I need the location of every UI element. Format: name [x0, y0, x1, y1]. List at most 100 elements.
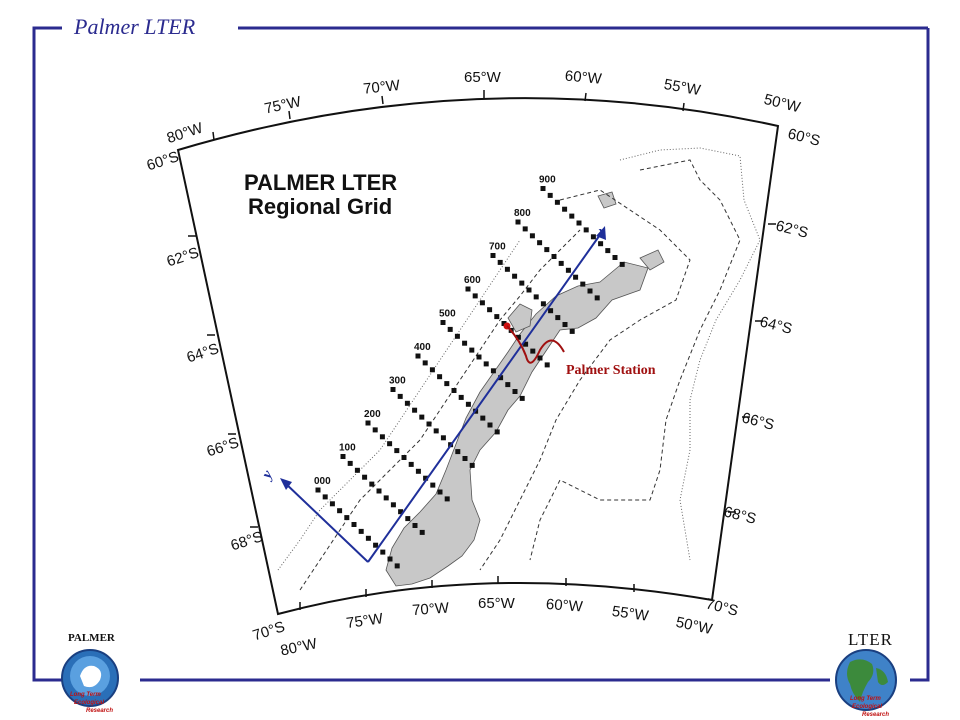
grid-station: [483, 361, 489, 367]
grid-station: [487, 307, 493, 313]
palmer-logo: Long Term Ecological Research: [61, 649, 119, 714]
lat-label-left: 62°S: [165, 244, 201, 270]
grid-station: [387, 556, 393, 562]
grid-station: [379, 434, 385, 440]
lon-label-top: 65°W: [464, 69, 502, 86]
lat-label-left: 68°S: [229, 528, 265, 554]
grid-station: [380, 549, 386, 555]
lat-label-left: 70°S: [251, 618, 287, 644]
palmer-station-label: Palmer Station: [566, 363, 656, 378]
grid-station: [583, 227, 589, 233]
lon-label-bottom: 75°W: [345, 610, 385, 632]
grid-station: [573, 274, 579, 280]
grid-station: [594, 295, 600, 301]
grid-station: [501, 321, 507, 326]
grid-station: [487, 422, 493, 428]
y-axis-line: [283, 481, 369, 563]
grid-station: [451, 388, 457, 393]
palmer-logo-text-2: Ecological: [74, 700, 104, 706]
grid-station: [458, 394, 464, 400]
lon-label-bottom: 65°W: [478, 595, 516, 612]
grid-station: [558, 260, 564, 266]
grid-station: [533, 294, 539, 300]
grid-station: [580, 281, 586, 287]
grid-station: [465, 401, 471, 407]
grid-line-label: 400: [414, 342, 431, 353]
lter-logo-text-2: Ecological: [852, 704, 882, 710]
grid-station: [462, 456, 468, 461]
lon-label-top: 60°W: [564, 68, 603, 88]
grid-station: [394, 448, 400, 454]
grid-station: [440, 320, 446, 325]
grid-station: [555, 315, 561, 321]
grid-station: [540, 186, 546, 191]
lon-label-bottom: 80°W: [279, 635, 319, 659]
grid-station: [398, 509, 404, 515]
grid-station: [437, 374, 443, 380]
grid-station: [497, 259, 503, 265]
grid-station: [315, 487, 321, 493]
grid-station: [408, 461, 414, 467]
grid-station: [365, 535, 371, 541]
island-land: [597, 191, 617, 209]
grid-station: [390, 502, 396, 508]
grid-station: [401, 455, 407, 460]
grid-station: [423, 475, 429, 481]
page-title: Palmer LTER: [74, 14, 196, 39]
grid-station: [551, 254, 557, 259]
palmer-logo-text-3: Research: [86, 708, 113, 714]
grid-station: [562, 322, 568, 327]
grid-station: [515, 219, 521, 225]
grid-station: [576, 220, 582, 226]
lat-label-right: 70°S: [704, 595, 740, 619]
grid-station: [340, 454, 346, 459]
grid-station: [469, 462, 475, 468]
grid-station: [537, 240, 543, 246]
x-axis-label: x: [597, 224, 606, 240]
grid-station: [494, 429, 500, 435]
grid-station: [537, 355, 543, 361]
lter-logo-text-3: Research: [862, 712, 889, 718]
grid-line-label: 600: [464, 275, 481, 286]
grid-station: [372, 427, 378, 433]
grid-station: [494, 314, 500, 320]
grid-station: [544, 247, 550, 253]
lon-label-bottom: 50°W: [674, 614, 714, 638]
lon-label-bottom: 60°W: [545, 596, 584, 616]
grid-station: [515, 334, 521, 340]
grid-station: [519, 395, 525, 401]
grid-station: [351, 522, 357, 527]
grid-station: [394, 563, 400, 569]
grid-station: [490, 368, 496, 374]
grid-station: [390, 387, 396, 392]
grid-station: [429, 367, 435, 373]
grid-station: [526, 287, 532, 293]
grid-station: [512, 273, 518, 279]
lat-label-right: 64°S: [758, 313, 794, 337]
grid-line-label: 700: [489, 242, 506, 253]
grid-station: [337, 508, 343, 514]
grid-station: [440, 435, 446, 441]
grid-station: [344, 515, 350, 521]
grid-station: [373, 542, 379, 548]
grid-station: [358, 528, 364, 534]
grid-station: [505, 382, 511, 388]
grid-station: [419, 414, 425, 420]
grid-station: [376, 488, 382, 494]
grid-line-label: 800: [514, 208, 531, 219]
grid-station: [519, 280, 525, 286]
y-axis-arrowhead: [280, 478, 292, 490]
grid-station: [523, 341, 529, 347]
grid-station: [354, 467, 360, 473]
lat-label-right: 68°S: [722, 503, 758, 527]
lat-label-left: 64°S: [185, 340, 221, 366]
grid-station: [365, 420, 371, 426]
grid-station: [415, 468, 421, 474]
grid-line-label: 900: [539, 175, 556, 186]
grid-station: [562, 206, 568, 212]
grid-station: [419, 529, 425, 535]
grid-station: [329, 501, 335, 507]
grid-station: [465, 286, 471, 292]
